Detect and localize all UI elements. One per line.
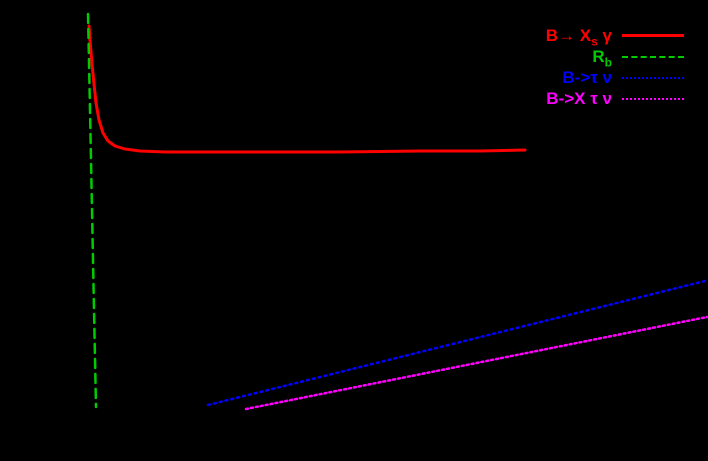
legend-label-subscript: b bbox=[604, 55, 612, 70]
legend-label-b-xsgamma: B→ Xs γ bbox=[545, 25, 612, 49]
series-line-rb bbox=[86, 12, 98, 409]
legend-label-text: B→ X bbox=[545, 26, 592, 45]
legend-entry-b-xtaunu: B->X τ ν bbox=[546, 88, 684, 109]
legend-line-sample-b-taunu bbox=[622, 76, 684, 79]
legend-label-b-xtaunu: B->X τ ν bbox=[546, 88, 612, 109]
legend-label-b-taunu: B->τ ν bbox=[562, 67, 612, 88]
series-line-b-taunu bbox=[206, 279, 707, 407]
legend-entry-b-xsgamma: B→ Xs γ bbox=[545, 25, 684, 49]
legend-label-text: B->X τ ν bbox=[546, 89, 612, 108]
legend-entry-b-taunu: B->τ ν bbox=[546, 67, 684, 88]
legend-label-text: γ bbox=[597, 26, 612, 45]
legend: B→ Xs γ Rb B->τ ν B->X τ ν bbox=[546, 25, 684, 109]
legend-label-subscript: s bbox=[591, 34, 598, 49]
legend-entry-rb: Rb bbox=[546, 46, 684, 70]
legend-line-sample-b-xtaunu bbox=[622, 97, 684, 100]
legend-line-sample-rb bbox=[622, 55, 684, 58]
legend-label-rb: Rb bbox=[592, 46, 612, 70]
legend-label-text: R bbox=[592, 47, 605, 66]
legend-label-text: B->τ ν bbox=[562, 68, 612, 87]
series-line-b-xsgamma bbox=[87, 24, 527, 154]
series-line-b-xtaunu bbox=[244, 315, 708, 411]
legend-line-sample-b-xsgamma bbox=[622, 34, 684, 37]
